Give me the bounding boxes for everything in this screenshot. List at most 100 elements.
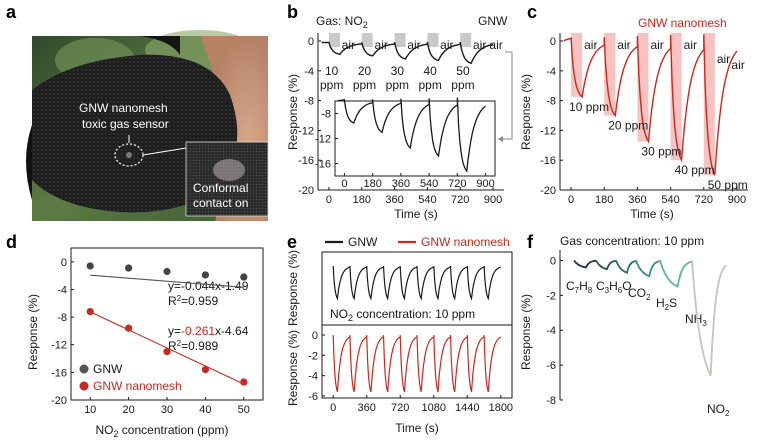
- chart-c-exposure-band: [604, 33, 616, 116]
- chart-d-fit-line: [89, 311, 245, 385]
- legend-nanomesh-marker: [79, 381, 89, 391]
- chart-e-xtick-label: 720: [391, 402, 409, 414]
- chart-f-title: Gas concentration: 10 ppm: [560, 234, 704, 248]
- chart-e-gnw-trace: [332, 265, 501, 301]
- chart-c-exposure-band: [703, 33, 715, 176]
- chart-b-ppm-label: ppm: [451, 78, 474, 92]
- sensor-label-line1: GNW nanomesh: [79, 101, 168, 115]
- chart-c-title: GNW nanomesh: [638, 16, 727, 30]
- chart-e-xtick-label: 1080: [422, 402, 446, 414]
- chart-c-exposure-band: [670, 33, 682, 161]
- chart-b-air-label: air: [407, 38, 420, 52]
- chart-e-ytick-label: -2: [308, 350, 318, 362]
- chart-c-ytick-label: -8: [546, 96, 556, 108]
- chart-c-ytick-label: -20: [540, 185, 556, 197]
- chart-b-exposure-band: [361, 33, 373, 47]
- chart-e-xtick-label: 1440: [455, 402, 479, 414]
- chart-b-ytick-label: -4: [304, 66, 314, 78]
- chart-f-gas-label: C7H8: [566, 279, 593, 295]
- chart-b-connector-arrow: [498, 136, 503, 142]
- chart-b-inset-connector: [498, 51, 513, 140]
- chart-c-xtick-label: 720: [695, 194, 713, 206]
- chart-d-fit-line: [90, 274, 244, 288]
- chart-b-exposure-band: [427, 33, 439, 47]
- chart-d-ytick-label: -20: [51, 395, 67, 407]
- chart-e-nanomesh-trace: [332, 335, 502, 393]
- chart-e-xlabel: Time (s): [395, 421, 439, 435]
- chart-f-gas-label: NO2: [707, 402, 730, 418]
- chart-b-inset-ytick-label: -8: [321, 109, 331, 121]
- chart-b-xtick-label: 0: [326, 194, 332, 206]
- chart-f-trace-co2: [615, 260, 637, 274]
- chart-d-r2-2: R2=0.989: [168, 339, 218, 353]
- chart-d-ylabel: Response (%): [26, 294, 40, 370]
- chart-b-xtick-label: 180: [353, 194, 371, 206]
- chart-b-conc-label: 50: [456, 64, 470, 78]
- chart-b-conc-label: 20: [358, 64, 372, 78]
- chart-c-xtick-label: 0: [568, 194, 574, 206]
- chart-c-air-label: air: [731, 58, 744, 72]
- chart-d-point: [201, 271, 209, 279]
- chart-c-xlabel: Time (s): [630, 207, 674, 221]
- chart-d-point: [163, 348, 171, 356]
- chart-b-inset-xtick-label: 0: [341, 178, 347, 190]
- chart-c-air-label: air: [584, 38, 597, 52]
- chart-c-trace: [563, 34, 738, 176]
- chart-d-eq1: y=-0.044x-1.49: [168, 279, 249, 293]
- legend-e-nanomesh-label: GNW nanomesh: [421, 235, 510, 249]
- chart-d-ytick-label: -16: [51, 367, 67, 379]
- chart-d-ytick-label: 0: [61, 257, 67, 269]
- chart-d-xlabel: NO2 concentration (ppm): [95, 423, 228, 439]
- chart-b-air-label: air: [489, 38, 502, 52]
- panel-f-label: f: [527, 232, 534, 252]
- legend-gnw-marker: [79, 364, 89, 374]
- chart-b-inset-trace: [338, 97, 487, 173]
- chart-c-gas-label: 50 ppm: [708, 178, 748, 192]
- chart-b-conc-label: 40: [423, 64, 437, 78]
- legend-e-gnw-label: GNW: [348, 235, 378, 249]
- chart-c-gas-label: 10 ppm: [569, 100, 609, 114]
- chart-c-exposure-band: [637, 33, 649, 142]
- chart-e-xtick-label: 0: [330, 402, 336, 414]
- chart-c-ytick-label: -16: [540, 155, 556, 167]
- chart-b-inset-xtick-label: 360: [392, 178, 410, 190]
- chart-d-point: [240, 378, 248, 386]
- panel-d-label: d: [6, 232, 17, 252]
- chart-d-point: [163, 267, 171, 276]
- panel-b-label: b: [287, 2, 298, 22]
- chart-d-point: [86, 262, 94, 270]
- chart-b-ytick-label: -20: [298, 185, 314, 197]
- chart-b-ppm-label: ppm: [386, 78, 409, 92]
- chart-d-point: [125, 264, 133, 272]
- chart-b-xtick-label: 900: [484, 194, 502, 206]
- chart-b-ppm-label: ppm: [418, 78, 441, 92]
- chart-f-ytick-label: 0: [550, 255, 556, 267]
- chart-c: GNW nanomesh Response (%) Time (s) 0 -4 -8…: [519, 16, 748, 221]
- chart-b-title-right: GNW: [478, 14, 508, 28]
- chart-b-xlabel: Time (s): [394, 207, 438, 221]
- chart-c-gas-label: 40 ppm: [675, 163, 715, 177]
- chart-e-ytick-label: -6: [308, 391, 318, 403]
- chart-c-xtick-label: 360: [628, 194, 646, 206]
- chart-f-ytick-label: -2: [546, 290, 556, 302]
- panel-e-label: e: [287, 232, 297, 252]
- chart-e-ylabel-bottom: Response (%): [286, 330, 300, 406]
- chart-b-xtick-label: 540: [418, 194, 436, 206]
- chart-f-gas-label: H2S: [656, 296, 677, 312]
- chart-f-trace-nh3: [659, 260, 693, 288]
- chart-b-inset-xtick-label: 900: [476, 178, 494, 190]
- chart-d-xtick-label: 20: [122, 404, 134, 416]
- chart-f: Gas concentration: 10 ppm Response (%) 0…: [519, 234, 730, 418]
- chart-d-r2-1: R2=0.959: [168, 294, 218, 308]
- chart-b-exposure-band: [328, 33, 340, 47]
- chart-d-ytick-label: -8: [57, 312, 67, 324]
- chart-e-annotation: NO2 concentration: 10 ppm: [330, 307, 475, 323]
- chart-f-trace-h2s: [635, 260, 661, 278]
- chart-c-ylabel: Response (%): [519, 74, 533, 150]
- chart-b-xtick-label: 360: [385, 194, 403, 206]
- chart-d-point: [240, 273, 248, 281]
- chart-f-gas-label: C3H6O: [596, 279, 632, 295]
- chart-f-gas-label: CO2: [628, 286, 651, 302]
- chart-b-conc-label: 30: [391, 64, 405, 78]
